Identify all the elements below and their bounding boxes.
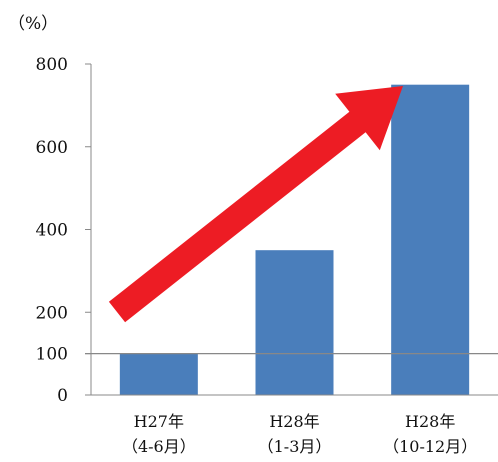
bar [391,84,470,395]
x-category-label: H28年 [405,412,455,431]
y-tick-label: 800 [36,55,68,75]
y-axis-ticks: 0 100 200 400 600 800 [36,55,91,406]
x-category-label: H28年 [269,412,319,431]
x-axis-category-labels: H27年 （4-6月） H28年 （1-3月） H28年 （10-12月） [122,412,477,456]
y-tick-label: 0 [57,386,68,406]
y-tick-label: 400 [36,221,68,241]
y-axis-unit-label: （%） [8,14,58,34]
bars [119,84,470,395]
y-tick-label: 200 [36,303,68,323]
x-category-label: H27年 [134,412,184,431]
x-category-sublabel: （4-6月） [122,437,196,456]
trend-arrow-icon [108,86,404,323]
bar [119,353,198,395]
x-category-sublabel: （10-12月） [383,437,477,456]
y-tick-label: 600 [36,138,68,158]
bar [255,250,334,395]
x-category-sublabel: （1-3月） [258,437,332,456]
y-tick-label: 100 [36,345,68,365]
